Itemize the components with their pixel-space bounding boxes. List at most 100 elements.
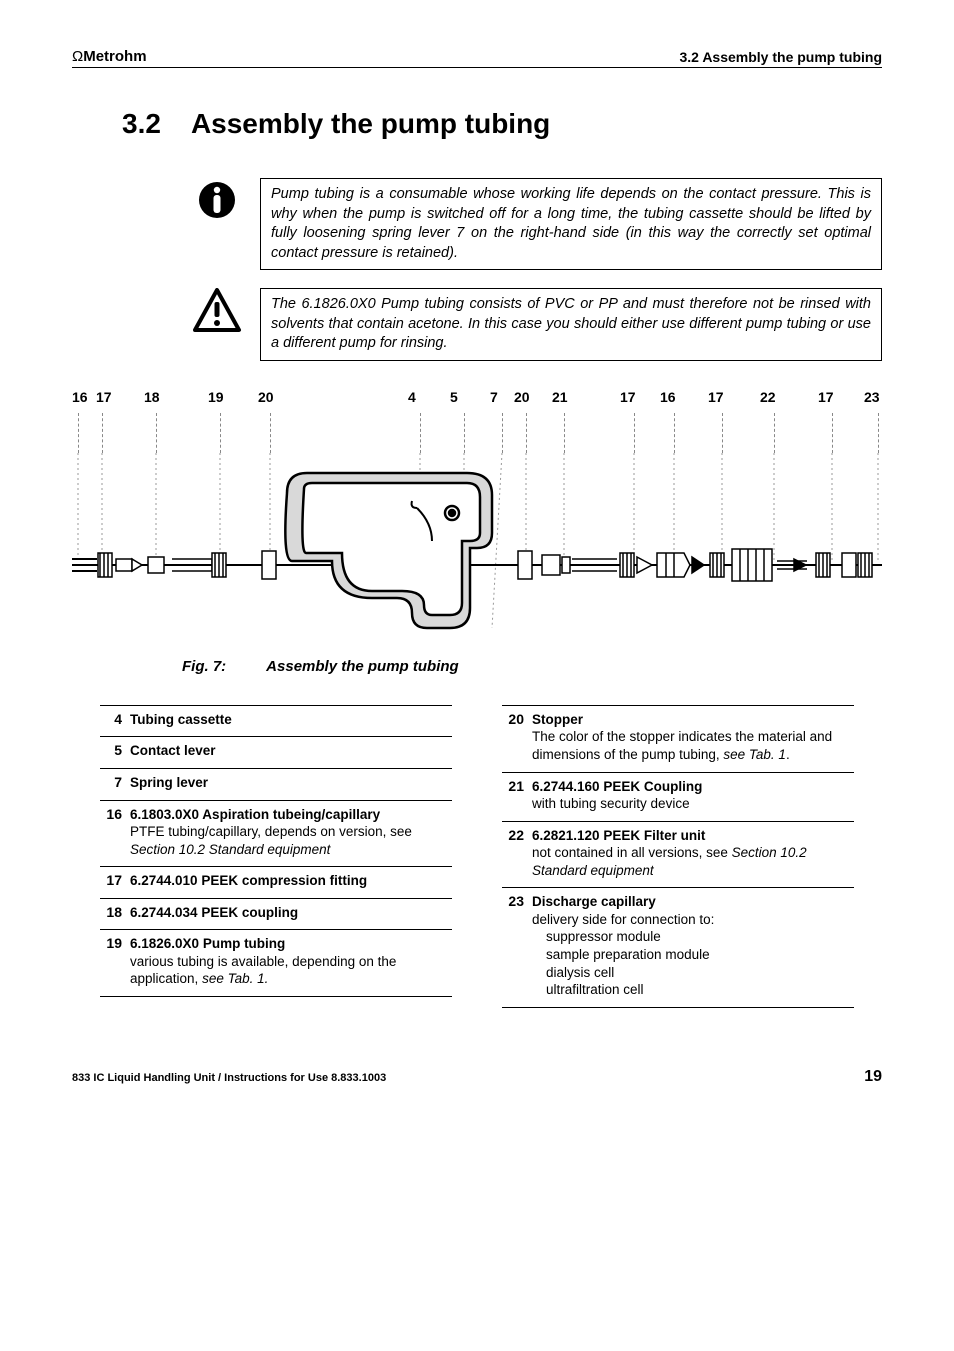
figure-leader-line — [502, 413, 503, 453]
legend-sublist-item: suppressor module — [546, 928, 854, 946]
figure-label: 17 — [96, 389, 112, 405]
figure-caption-prefix: Fig. 7: — [182, 658, 226, 675]
legend-desc-ref: Section 10.2 Standard equipment — [130, 842, 330, 857]
legend-title: 6.2744.010 PEEK compression fitting — [130, 872, 452, 890]
figure-leader-row — [72, 413, 882, 453]
legend-desc: not contained in all versions, see Secti… — [532, 844, 854, 879]
figure-leader-line — [832, 413, 833, 453]
figure-leader-line — [878, 413, 879, 453]
legend-body: 6.1803.0X0 Aspiration tubeing/capillaryP… — [130, 806, 452, 859]
legend-body: 6.2744.160 PEEK Couplingwith tubing secu… — [532, 778, 854, 813]
page-header: ΩMetrohm 3.2 Assembly the pump tubing — [72, 48, 882, 68]
legend-number: 23 — [502, 893, 524, 998]
legend-title: 6.2744.034 PEEK coupling — [130, 904, 452, 922]
figure-label: 23 — [864, 389, 880, 405]
figure-label: 20 — [258, 389, 274, 405]
legend-body: 6.2744.010 PEEK compression fitting — [130, 872, 452, 890]
figure-leader-line — [220, 413, 221, 453]
legend-desc: PTFE tubing/capillary, depends on versio… — [130, 823, 452, 858]
legend-number: 22 — [502, 827, 524, 880]
legend-item: 18 6.2744.034 PEEK coupling — [100, 898, 452, 930]
footer-page-number: 19 — [864, 1068, 882, 1086]
legend-number: 21 — [502, 778, 524, 813]
figure-leader-line — [722, 413, 723, 453]
legend-title: 6.1803.0X0 Aspiration tubeing/capillary — [130, 806, 452, 824]
figure-caption-text: Assembly the pump tubing — [266, 658, 459, 675]
header-section-ref: 3.2 Assembly the pump tubing — [679, 49, 882, 65]
legend-sublist-item: ultrafiltration cell — [546, 981, 854, 999]
legend-body: Contact lever — [130, 742, 452, 760]
legend-title: Contact lever — [130, 742, 452, 760]
figure-label: 7 — [490, 389, 498, 405]
legend-sublist: suppressor modulesample preparation modu… — [532, 928, 854, 998]
pump-tubing-diagram — [72, 453, 882, 643]
figure-label: 18 — [144, 389, 160, 405]
legend-right-column: 20StopperThe color of the stopper indica… — [502, 705, 854, 1008]
legend-desc-ref: Section 10.2 Standard equipment — [532, 845, 807, 878]
figure-7: 16171819204572021171617221723 — [72, 389, 882, 675]
legend-item: 4 Tubing cassette — [100, 705, 452, 737]
legend-body: 6.1826.0X0 Pump tubingvarious tubing is … — [130, 935, 452, 988]
note-text: Pump tubing is a consumable whose workin… — [260, 178, 882, 270]
legend-title: 6.2744.160 PEEK Coupling — [532, 778, 854, 796]
info-icon — [192, 178, 242, 270]
legend-title: 6.2821.120 PEEK Filter unit — [532, 827, 854, 845]
brand-name: Metrohm — [83, 48, 146, 65]
legend-body: Discharge capillarydelivery side for con… — [532, 893, 854, 998]
figure-label: 5 — [450, 389, 458, 405]
figure-label: 22 — [760, 389, 776, 405]
figure-label: 16 — [660, 389, 676, 405]
figure-leader-line — [420, 413, 421, 453]
legend-item: 22 6.2821.120 PEEK Filter unitnot contain… — [502, 821, 854, 888]
page-footer: 833 IC Liquid Handling Unit / Instructio… — [72, 1068, 882, 1086]
figure-leader-line — [634, 413, 635, 453]
figure-leader-line — [102, 413, 103, 453]
figure-leader-line — [464, 413, 465, 453]
figure-label: 17 — [818, 389, 834, 405]
legend-title: Tubing cassette — [130, 711, 452, 729]
legend-number: 18 — [100, 904, 122, 922]
legend-left-column: 4 Tubing cassette 5 Contact lever 7 Spring le… — [100, 705, 452, 1008]
legend-number: 17 — [100, 872, 122, 890]
legend-desc-ref: see Tab. 1 — [723, 747, 786, 762]
figure-label: 21 — [552, 389, 568, 405]
legend-body: 6.2744.034 PEEK coupling — [130, 904, 452, 922]
legend-desc-ref: see Tab. 1. — [202, 971, 268, 986]
warning-icon — [192, 288, 242, 361]
brand-logo: ΩMetrohm — [72, 48, 147, 65]
legend-number: 19 — [100, 935, 122, 988]
legend-item: 7 Spring lever — [100, 768, 452, 800]
legend-number: 7 — [100, 774, 122, 792]
legend-title: Stopper — [532, 711, 854, 729]
figure-legend: 4 Tubing cassette 5 Contact lever 7 Spring le… — [72, 705, 882, 1008]
warning-callout: The 6.1826.0X0 Pump tubing consists of P… — [192, 288, 882, 361]
legend-number: 5 — [100, 742, 122, 760]
legend-body: Tubing cassette — [130, 711, 452, 729]
figure-label: 16 — [72, 389, 88, 405]
figure-leader-line — [270, 413, 271, 453]
legend-number: 20 — [502, 711, 524, 764]
figure-leader-line — [78, 413, 79, 453]
legend-desc: delivery side for connection to: — [532, 911, 854, 929]
note-callout: Pump tubing is a consumable whose workin… — [192, 178, 882, 270]
figure-label: 19 — [208, 389, 224, 405]
legend-item: 216.2744.160 PEEK Couplingwith tubing se… — [502, 772, 854, 821]
legend-item: 20StopperThe color of the stopper indica… — [502, 705, 854, 772]
figure-label-row: 16171819204572021171617221723 — [72, 389, 882, 413]
figure-label: 17 — [708, 389, 724, 405]
figure-leader-line — [774, 413, 775, 453]
legend-title: 6.1826.0X0 Pump tubing — [130, 935, 452, 953]
figure-label: 20 — [514, 389, 530, 405]
legend-desc: various tubing is available, depending o… — [130, 953, 452, 988]
section-heading: Assembly the pump tubing — [191, 108, 550, 140]
legend-title: Spring lever — [130, 774, 452, 792]
legend-item: 166.1803.0X0 Aspiration tubeing/capillar… — [100, 800, 452, 867]
figure-leader-line — [674, 413, 675, 453]
legend-item: 5 Contact lever — [100, 736, 452, 768]
legend-desc: with tubing security device — [532, 795, 854, 813]
footer-doc-title: 833 IC Liquid Handling Unit / Instructio… — [72, 1072, 386, 1084]
brand-ohm: Ω — [72, 48, 83, 65]
figure-label: 17 — [620, 389, 636, 405]
legend-body: StopperThe color of the stopper indicate… — [532, 711, 854, 764]
legend-number: 4 — [100, 711, 122, 729]
